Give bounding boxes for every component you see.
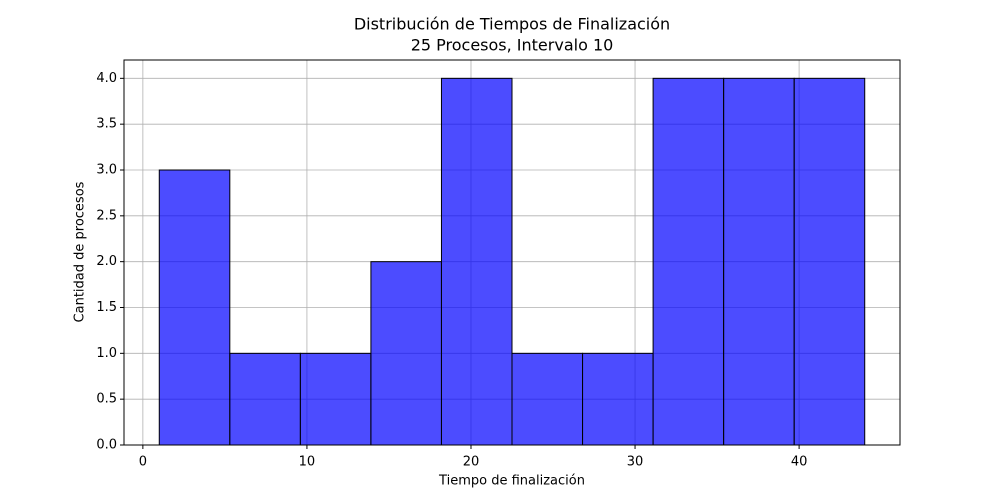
bar [511,352,584,446]
y-tick-label: 0.5 [96,392,117,407]
bar [793,77,866,446]
x-tick-label: 20 [463,455,480,470]
bar [723,77,795,446]
y-tick-label: 1.5 [96,300,117,315]
y-tick-label: 2.5 [96,208,117,223]
bar [229,352,301,446]
bar [440,77,513,446]
x-tick-label: 0 [139,455,147,470]
x-tick-label: 30 [627,455,644,470]
y-tick-label: 4.0 [96,71,117,86]
chart-title: Distribución de Tiempos de Finalización [354,15,670,34]
y-tick-label: 2.0 [96,254,117,269]
bar [652,77,725,446]
bar [299,352,372,446]
bar [582,352,654,446]
y-tick-label: 0.0 [96,438,117,453]
x-tick-label: 40 [791,455,808,470]
bar [158,169,231,446]
bar [370,261,442,446]
x-tick-label: 10 [299,455,316,470]
y-tick-label: 1.0 [96,346,117,361]
plot-frame [123,59,901,446]
x-axis-label: Tiempo de finalización [438,474,585,489]
y-axis-label: Cantidad de procesos [73,181,88,322]
chart-subtitle: 25 Procesos, Intervalo 10 [411,36,614,55]
y-tick-label: 3.5 [96,117,117,132]
y-tick-label: 3.0 [96,163,117,178]
